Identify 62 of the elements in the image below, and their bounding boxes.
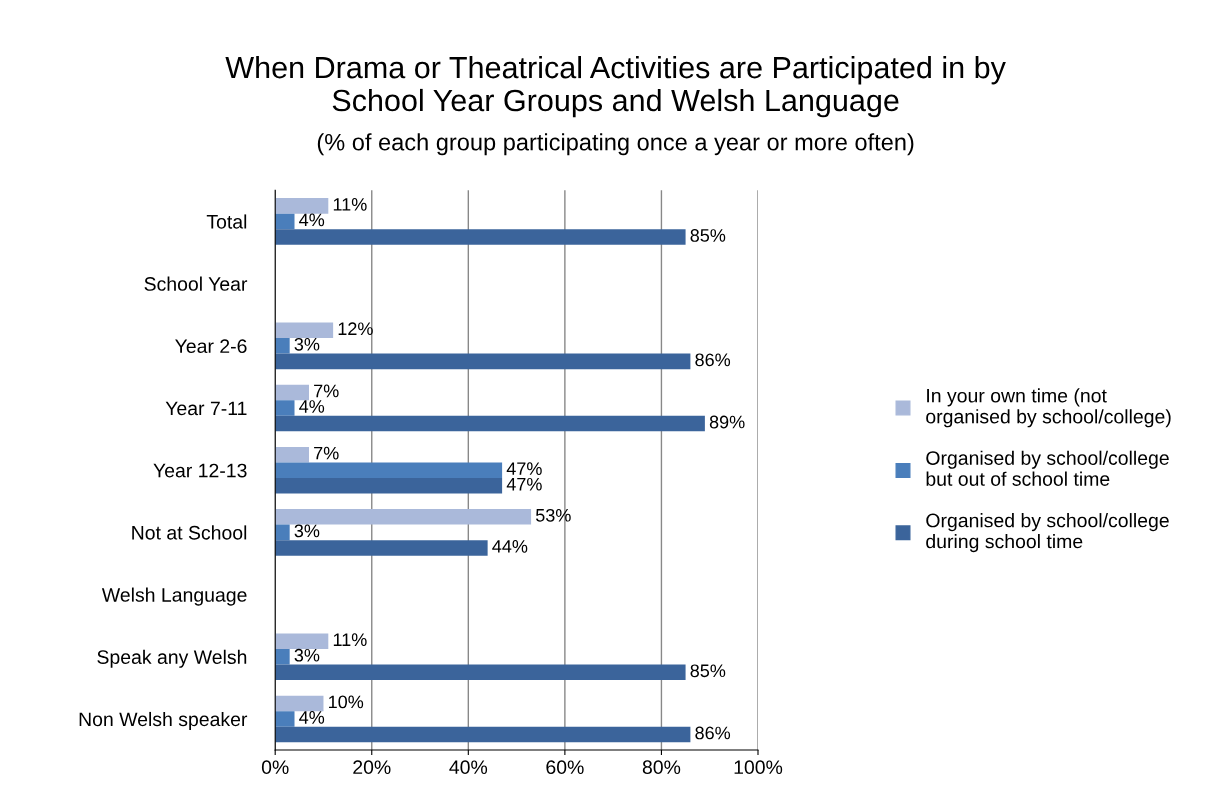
data-label: 85% [690,664,726,678]
data-label: 4% [299,213,325,227]
bar [275,338,290,354]
data-label: 11% [333,633,367,646]
data-label: 86% [695,726,731,740]
bar [275,649,290,665]
bar [275,540,488,556]
bar [275,384,309,401]
data-label: 53% [535,508,571,522]
data-label: 47% [506,477,542,491]
bar [275,415,705,432]
data-label: 4% [299,711,325,724]
y-tick-label: Year 12-13 [153,463,247,478]
data-label: 85% [690,229,726,242]
bar [275,213,295,230]
bar [275,711,295,727]
bar [275,446,309,463]
data-label: 12% [338,322,373,336]
data-label: 89% [709,415,745,429]
data-label: 47% [506,462,542,475]
y-tick-label: Not at School [132,525,247,540]
data-label: 10% [329,695,364,709]
x-tick-label: 0% [261,760,289,775]
y-tick-label: Year 7-11 [165,401,247,416]
legend-label: In your own time (not organised by school/college) [926,388,1171,428]
y-tick-label: Year 2-6 [175,339,247,354]
bar [275,509,532,525]
y-tick-label: Speak any Welsh [97,649,247,668]
x-tick-label: 40% [449,760,488,775]
bar [275,695,324,712]
chart-subtitle: (% of each group participating once a year or more often) [317,133,914,156]
data-label: 3% [294,648,320,662]
bar [275,322,334,339]
data-label: 44% [492,540,528,553]
bar [275,664,686,681]
bar [275,353,691,370]
bar [275,726,691,743]
data-label: 3% [294,524,320,538]
data-label: 11% [333,198,367,211]
data-label: 7% [314,384,339,398]
y-tick-label: Welsh Language [101,587,247,606]
bar [275,400,295,416]
chart-title: When Drama or Theatrical Activities are Participated in by School Year Groups and Welsh Language [225,55,1006,118]
data-label: 3% [294,337,320,351]
bar [275,477,503,494]
bar [275,462,503,478]
data-label: 7% [314,446,339,460]
y-tick-label: School Year [144,276,248,291]
y-tick-label: Non Welsh speaker [79,711,248,731]
x-tick-label: 60% [546,760,584,775]
legend-label: Organised by school/college during school time [926,513,1169,553]
data-label: 86% [695,353,731,367]
data-label: 4% [299,400,325,413]
bar [275,198,329,214]
legend-label: Organised by school/college but out of school time [926,450,1169,486]
bar [275,524,290,541]
x-tick-label: 80% [642,760,681,775]
bar [275,633,329,649]
bar [275,229,686,245]
x-tick-label: 20% [353,760,391,775]
y-tick-label: Total [206,214,247,229]
x-tick-label: 100% [734,760,783,775]
